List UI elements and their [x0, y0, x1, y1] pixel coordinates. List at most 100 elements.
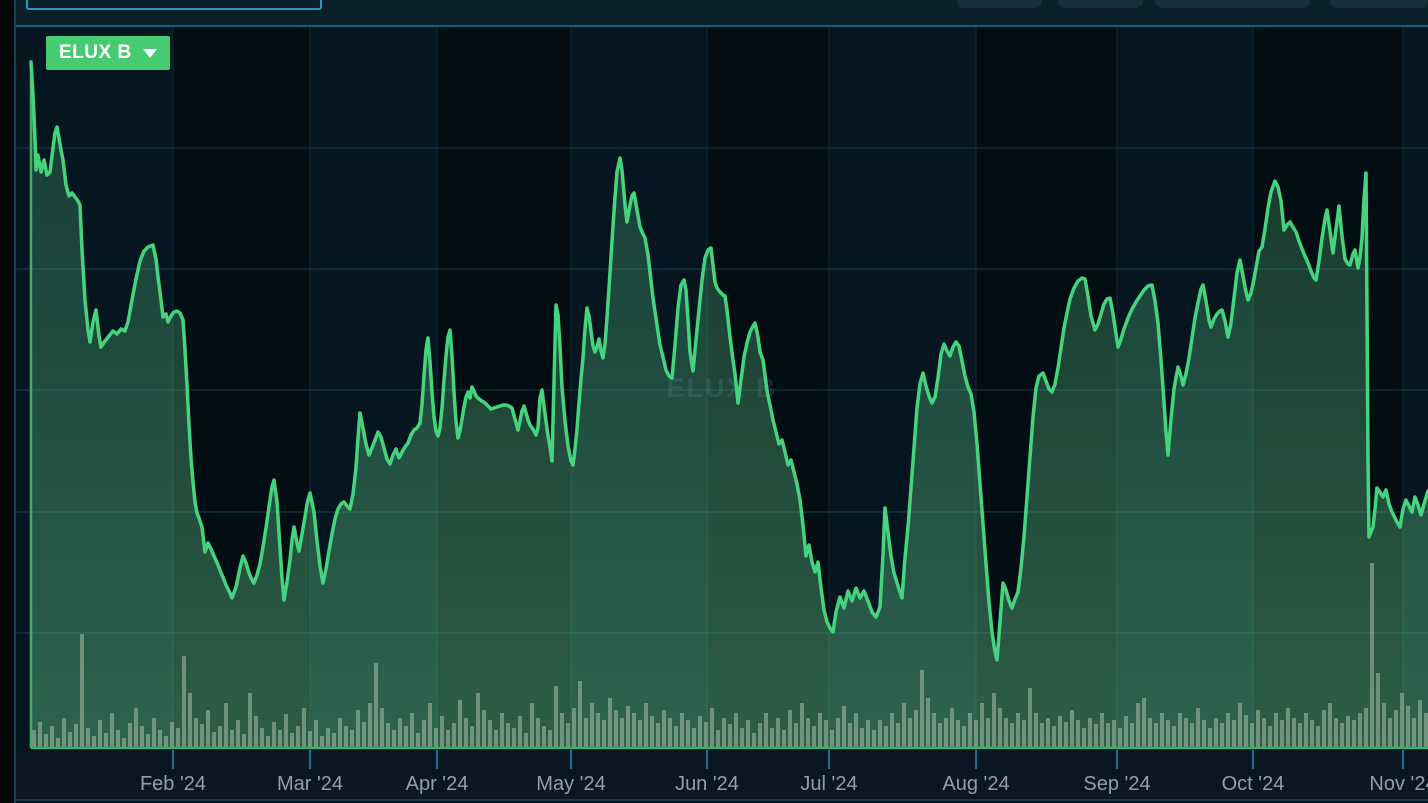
volume-bar	[932, 713, 936, 748]
volume-bar	[524, 733, 528, 748]
volume-bar	[440, 716, 444, 748]
volume-bar	[1214, 718, 1218, 748]
volume-bar	[746, 720, 750, 748]
axis-month-label: Aug '24	[942, 773, 1009, 795]
toolbar-button-4[interactable]	[1330, 0, 1428, 8]
volume-bar	[104, 733, 108, 748]
volume-bar	[362, 722, 366, 748]
volume-bar	[56, 738, 60, 748]
axis-month-label: May '24	[536, 773, 605, 795]
volume-bar	[1370, 563, 1374, 748]
watermark: ELUX B	[666, 373, 777, 403]
volume-bar	[1094, 724, 1098, 748]
volume-bar	[614, 710, 618, 748]
toolbar-button-3[interactable]	[1155, 0, 1310, 8]
volume-bar	[1190, 723, 1194, 748]
volume-bar	[1346, 716, 1350, 748]
volume-bar	[500, 713, 504, 748]
volume-bar	[332, 733, 336, 748]
volume-bar	[1160, 713, 1164, 748]
volume-bar	[1394, 710, 1398, 748]
volume-bar	[596, 713, 600, 748]
volume-bar	[752, 733, 756, 748]
symbol-selector-button[interactable]: ELUX B	[46, 36, 170, 70]
volume-bar	[230, 730, 234, 748]
volume-bar	[1316, 726, 1320, 748]
volume-bar	[548, 730, 552, 748]
volume-bar	[920, 670, 924, 748]
volume-bar	[416, 733, 420, 748]
volume-bar	[1052, 726, 1056, 748]
volume-bar	[482, 710, 486, 748]
volume-bar	[1280, 720, 1284, 748]
volume-bar	[398, 718, 402, 748]
volume-bar	[512, 728, 516, 748]
toolbar-search-input[interactable]	[26, 0, 322, 10]
volume-bar	[122, 738, 126, 748]
volume-bar	[896, 723, 900, 748]
volume-bar	[836, 718, 840, 748]
volume-bar	[368, 703, 372, 748]
volume-bar	[794, 723, 798, 748]
volume-bar	[1286, 708, 1290, 748]
volume-bar	[1142, 698, 1146, 748]
top-toolbar	[16, 0, 1428, 27]
volume-bar	[1340, 723, 1344, 748]
volume-bar	[1268, 726, 1272, 748]
volume-bar	[1004, 718, 1008, 748]
volume-bar	[50, 726, 54, 748]
volume-bar	[272, 722, 276, 748]
volume-bar	[566, 723, 570, 748]
volume-bar	[926, 698, 930, 748]
volume-bar	[128, 723, 132, 748]
left-strip	[0, 0, 14, 803]
volume-bar	[152, 718, 156, 748]
volume-bar	[764, 713, 768, 748]
volume-bar	[338, 718, 342, 748]
volume-bar	[890, 713, 894, 748]
volume-bar	[1166, 720, 1170, 748]
volume-bar	[134, 708, 138, 748]
volume-bar	[902, 703, 906, 748]
volume-bar	[1112, 720, 1116, 748]
volume-bar	[458, 700, 462, 748]
volume-bar	[644, 703, 648, 748]
volume-bar	[1058, 716, 1062, 748]
volume-bar	[674, 726, 678, 748]
volume-bar	[1178, 713, 1182, 748]
axis-month-label: Mar '24	[277, 773, 343, 795]
volume-bar	[1262, 718, 1266, 748]
volume-bar	[392, 730, 396, 748]
axis-month-label: Feb '24	[140, 773, 206, 795]
toolbar-button-1[interactable]	[957, 0, 1042, 8]
volume-bar	[1364, 708, 1368, 748]
volume-bar	[872, 730, 876, 748]
volume-bar	[1088, 718, 1092, 748]
volume-bar	[176, 728, 180, 748]
volume-bar	[854, 713, 858, 748]
volume-bar	[236, 720, 240, 748]
volume-bar	[92, 736, 96, 748]
volume-bar	[1202, 720, 1206, 748]
volume-bar	[632, 713, 636, 748]
volume-bar	[1226, 713, 1230, 748]
volume-bar	[1322, 710, 1326, 748]
volume-bar	[860, 728, 864, 748]
volume-bar	[1310, 720, 1314, 748]
volume-bar	[1124, 716, 1128, 748]
volume-bar	[32, 730, 36, 748]
volume-bar	[542, 726, 546, 748]
volume-bar	[206, 710, 210, 748]
volume-bar	[1274, 713, 1278, 748]
volume-bar	[884, 726, 888, 748]
volume-bar	[668, 718, 672, 748]
volume-bar	[1064, 722, 1068, 748]
volume-bar	[158, 730, 162, 748]
volume-bar	[638, 720, 642, 748]
volume-bar	[1082, 728, 1086, 748]
volume-bar	[404, 726, 408, 748]
toolbar-button-2[interactable]	[1058, 0, 1143, 8]
volume-bar	[464, 718, 468, 748]
